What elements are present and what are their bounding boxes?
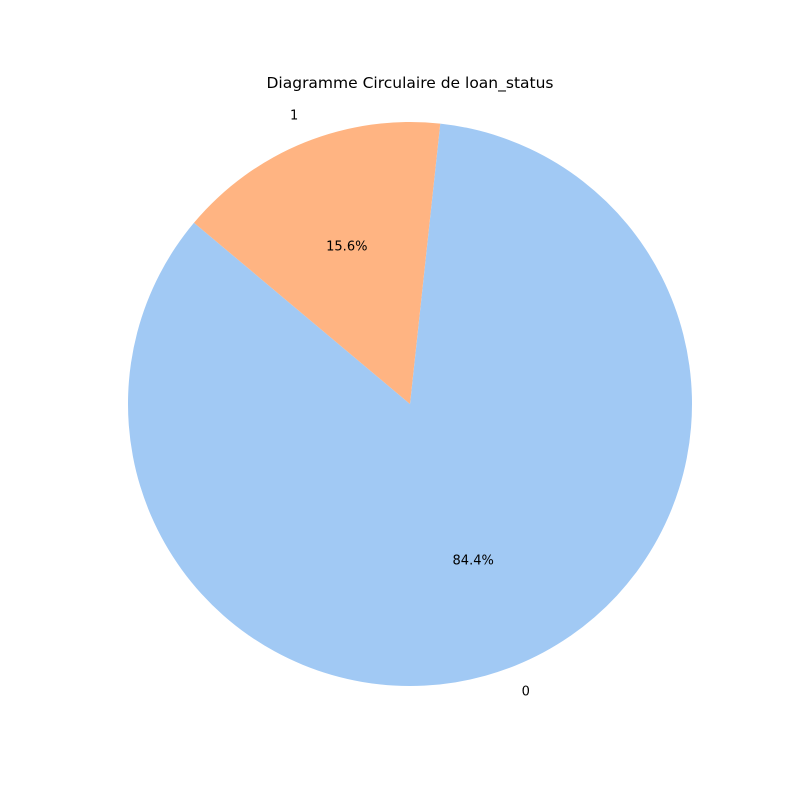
pie-category-label-0: 0 (522, 684, 530, 699)
chart-title: Diagramme Circulaire de loan_status (266, 74, 553, 93)
pie-category-label-1: 1 (290, 109, 298, 124)
pie-labels: 84.4% 0 15.6% 1 (290, 109, 530, 700)
pie-slices (127, 122, 692, 687)
pie-slice-1 (193, 122, 441, 405)
pie-percent-label-0: 84.4% (453, 554, 494, 569)
pie-percent-label-1: 15.6% (326, 240, 367, 255)
pie-slice-0 (127, 123, 692, 687)
